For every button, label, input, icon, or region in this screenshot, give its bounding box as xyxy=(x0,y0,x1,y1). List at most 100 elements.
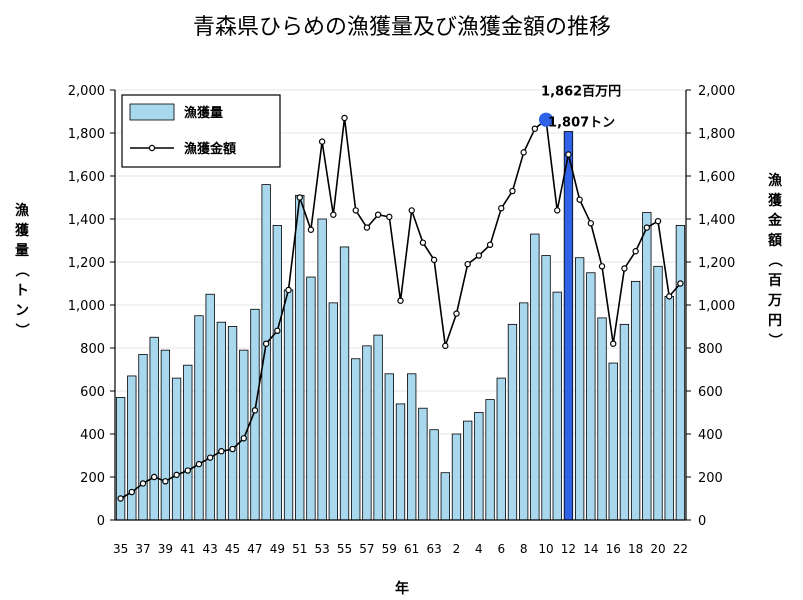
line-series xyxy=(117,112,684,502)
y-left-tick-label: 600 xyxy=(80,385,105,400)
legend-bar-swatch xyxy=(129,103,175,121)
bar xyxy=(339,246,350,521)
y-left-tick-label: 1,200 xyxy=(68,256,105,271)
svg-text:（: （ xyxy=(766,253,782,267)
y-left-tick-label: 1,400 xyxy=(68,213,105,228)
svg-text:漁: 漁 xyxy=(15,202,29,219)
x-tick-label: 12 xyxy=(561,542,576,556)
line-point xyxy=(386,213,393,221)
x-tick-label: 6 xyxy=(497,542,505,556)
line-point xyxy=(397,297,404,304)
x-tick-label: 41 xyxy=(180,542,195,556)
svg-text:獲: 獲 xyxy=(15,222,30,239)
bar xyxy=(451,433,462,521)
y-right-axis-label: 漁獲金額 （ 百万円 ） xyxy=(766,172,783,347)
x-tick-label: 59 xyxy=(382,542,397,556)
y-left-tick-label: 200 xyxy=(80,471,105,486)
svg-text:獲: 獲 xyxy=(768,192,783,209)
y-right-tick-label: 200 xyxy=(698,471,723,486)
x-tick-label: 4 xyxy=(475,542,483,556)
y-right-tick-label: 1,400 xyxy=(698,213,735,228)
line-point xyxy=(531,125,539,132)
bar xyxy=(630,280,641,521)
x-tick-label: 47 xyxy=(247,542,262,556)
line-point xyxy=(117,495,124,502)
line-point xyxy=(296,194,303,201)
line-point xyxy=(464,260,471,268)
bar xyxy=(328,302,338,521)
bar xyxy=(440,472,450,521)
svg-text:ン: ン xyxy=(15,303,29,319)
line-point xyxy=(498,205,505,212)
y-left-tick-label: 1,000 xyxy=(68,299,105,314)
x-tick-label: 10 xyxy=(538,542,553,556)
bar xyxy=(306,276,316,521)
bar xyxy=(507,323,518,521)
line-point xyxy=(262,340,270,347)
x-tick-label: 37 xyxy=(135,542,150,556)
bar xyxy=(127,375,137,521)
bar xyxy=(619,323,630,521)
y-right-tick-label: 0 xyxy=(698,514,706,529)
y-right-tick-label: 1,000 xyxy=(698,299,735,314)
y-right-tick-label: 800 xyxy=(698,342,723,357)
bar xyxy=(216,321,227,521)
y-right-tick-label: 1,200 xyxy=(698,256,735,271)
line-point xyxy=(195,460,203,468)
line-point xyxy=(128,488,135,496)
line-point xyxy=(554,207,561,214)
bar xyxy=(351,358,361,521)
x-tick-label: 39 xyxy=(158,542,173,556)
bar xyxy=(418,407,428,521)
bar xyxy=(384,373,394,521)
bar xyxy=(171,377,182,521)
bar xyxy=(373,334,383,521)
bar-series xyxy=(115,131,686,521)
x-tick-label: 35 xyxy=(113,542,128,556)
y-right-tick-label: 600 xyxy=(698,385,723,400)
svg-text:）: ） xyxy=(766,333,782,347)
annotations: 1,862百万円 1,807トン xyxy=(541,85,621,131)
x-tick-label: 53 xyxy=(314,542,329,556)
line-point xyxy=(430,256,438,264)
bar xyxy=(205,293,215,521)
svg-text:万: 万 xyxy=(767,293,782,309)
y-right-tick-label: 1,800 xyxy=(698,127,735,142)
chart-title: 青森県ひらめの漁獲量及び漁獲金額の推移 xyxy=(193,15,611,40)
line-point xyxy=(341,114,348,122)
x-tick-label: 57 xyxy=(359,542,374,556)
bar xyxy=(194,315,204,521)
bar xyxy=(317,218,327,521)
bar xyxy=(149,336,159,521)
x-tick-label: 2 xyxy=(453,542,461,556)
x-tick-label: 55 xyxy=(337,542,352,556)
bar xyxy=(608,362,618,521)
line-point xyxy=(139,480,147,487)
bar xyxy=(597,317,607,521)
bar xyxy=(183,364,193,521)
y-left-tick-label: 800 xyxy=(80,342,105,357)
bar xyxy=(138,354,148,521)
line-point xyxy=(408,207,415,214)
bar xyxy=(463,420,473,521)
y-left-axis-label: 漁獲量 （ トン ） xyxy=(13,202,30,337)
bar xyxy=(250,308,260,521)
line-point xyxy=(666,293,673,300)
axis-labels: 漁獲量（トン）漁獲金額（百万円）年 xyxy=(13,172,783,597)
legend-bar-label: 漁獲量 xyxy=(184,105,223,121)
line-point xyxy=(218,448,225,455)
bar xyxy=(530,233,540,521)
line-point xyxy=(285,286,292,294)
bar xyxy=(474,412,484,521)
annotation-max-volume: 1,807トン xyxy=(548,116,615,131)
line-point xyxy=(632,248,639,255)
line-point xyxy=(587,220,595,227)
svg-text:ト: ト xyxy=(15,283,29,299)
x-tick-label: 51 xyxy=(292,542,307,556)
line-point xyxy=(475,252,483,259)
line-point xyxy=(184,467,191,474)
line-point xyxy=(643,224,651,231)
bar xyxy=(519,302,529,521)
bar xyxy=(563,131,574,521)
